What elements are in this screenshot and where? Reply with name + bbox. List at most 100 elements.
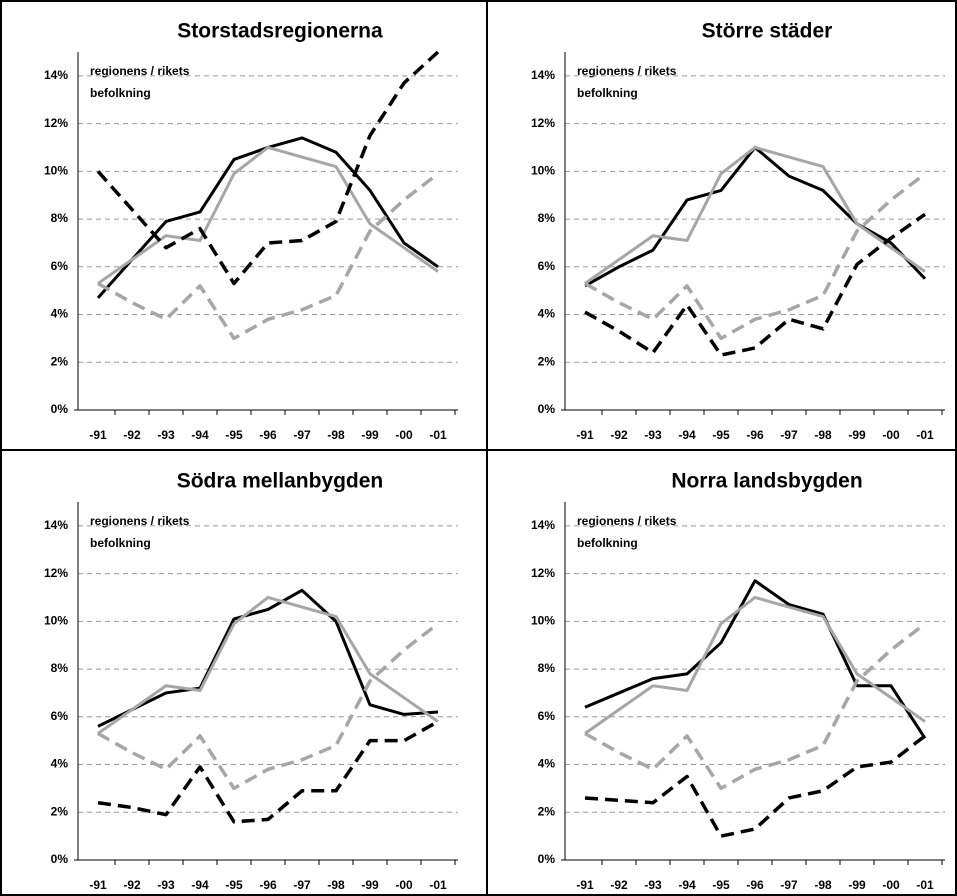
y-tick-label: 12% [44,566,68,580]
x-tick-label: -01 [916,878,934,892]
chart-title: Storstadsregionerna [177,20,383,43]
y-tick-label: 8% [51,661,69,675]
x-tick-label: -97 [293,878,311,892]
y-tick-label: 0% [538,852,556,866]
series-line [97,595,439,735]
y-tick-label: 2% [538,804,556,818]
chart-title: Större städer [702,20,833,43]
y-tick-label: 12% [531,566,555,580]
x-tick-label: -94 [678,428,696,442]
series-line [584,145,927,288]
x-tick-label: -92 [123,878,141,892]
series-line [97,720,439,824]
y-tick-label: 2% [51,354,69,368]
y-tick-label: 10% [44,614,68,628]
x-tick-label: -95 [712,878,730,892]
x-tick-label: -91 [576,428,594,442]
y-tick-label: 8% [51,211,69,225]
x-tick-label: -93 [157,878,175,892]
x-tick-label: -97 [780,878,798,892]
y-tick-label: 10% [531,614,555,628]
y-tick-label: 10% [44,164,68,178]
y-tick-label: 6% [51,709,69,723]
series-line [97,588,439,728]
annotation: regionens / rikets [90,64,190,78]
y-tick-label: 14% [44,518,68,532]
x-tick-label: -97 [780,428,798,442]
y-tick-label: 4% [538,307,556,321]
series-line [584,622,927,791]
chart-title: Södra mellanbygden [177,470,384,493]
x-tick-label: -94 [191,428,209,442]
annotation: befolkning [90,86,151,100]
annotation: regionens / rikets [90,514,190,528]
x-tick-label: -01 [916,428,934,442]
x-tick-label: -93 [157,428,175,442]
y-tick-label: 10% [531,164,555,178]
x-tick-label: -95 [225,428,243,442]
series-line [584,212,927,357]
x-tick-label: -98 [327,428,345,442]
x-tick-label: -96 [746,428,764,442]
y-tick-label: 14% [531,68,555,82]
x-tick-label: -95 [225,878,243,892]
x-tick-label: -97 [293,428,311,442]
y-tick-label: 4% [51,307,69,321]
x-tick-label: -01 [429,428,447,442]
y-tick-label: 14% [44,68,68,82]
x-tick-label: -00 [882,428,900,442]
y-tick-label: 2% [51,804,69,818]
y-tick-label: 4% [538,757,556,771]
x-tick-label: -00 [882,878,900,892]
x-tick-label: -99 [361,428,379,442]
y-tick-label: 12% [531,116,555,130]
series-line [97,622,440,791]
series-line [584,734,927,838]
series-line [96,136,439,299]
annotation: befolkning [577,536,638,550]
x-tick-label: -00 [395,878,413,892]
annotation: regionens / rikets [577,514,677,528]
x-tick-label: -93 [644,428,662,442]
y-tick-label: 4% [51,757,69,771]
x-tick-label: -98 [814,428,832,442]
y-tick-label: 8% [538,211,556,225]
y-tick-label: 8% [538,661,556,675]
x-tick-label: -92 [610,428,628,442]
x-tick-label: -93 [644,878,662,892]
x-tick-label: -92 [610,878,628,892]
y-tick-label: 14% [531,518,555,532]
y-tick-label: 6% [538,709,556,723]
x-tick-label: -96 [746,878,764,892]
x-tick-label: -94 [678,878,696,892]
y-tick-label: 2% [538,354,556,368]
x-tick-label: -96 [259,428,277,442]
x-tick-label: -94 [191,878,209,892]
series-line [97,145,439,285]
series-line [584,595,926,735]
y-tick-label: 6% [51,259,69,273]
series-line [97,172,440,341]
series-line [584,172,927,341]
x-tick-label: -99 [848,428,866,442]
x-tick-label: -98 [327,878,345,892]
series-line [584,579,927,740]
annotation: befolkning [90,536,151,550]
x-tick-label: -98 [814,878,832,892]
y-tick-label: 0% [51,852,69,866]
x-tick-label: -00 [395,428,413,442]
x-tick-label: -91 [89,428,107,442]
series-line [96,50,440,286]
x-tick-label: -99 [361,878,379,892]
x-tick-label: -99 [848,878,866,892]
y-tick-label: 12% [44,116,68,130]
y-tick-label: 6% [538,259,556,273]
y-tick-label: 0% [538,402,556,416]
x-tick-label: -96 [259,878,277,892]
x-tick-label: -91 [89,878,107,892]
chart-title: Norra landsbygden [671,470,862,493]
y-tick-label: 0% [51,402,69,416]
x-tick-label: -95 [712,428,730,442]
